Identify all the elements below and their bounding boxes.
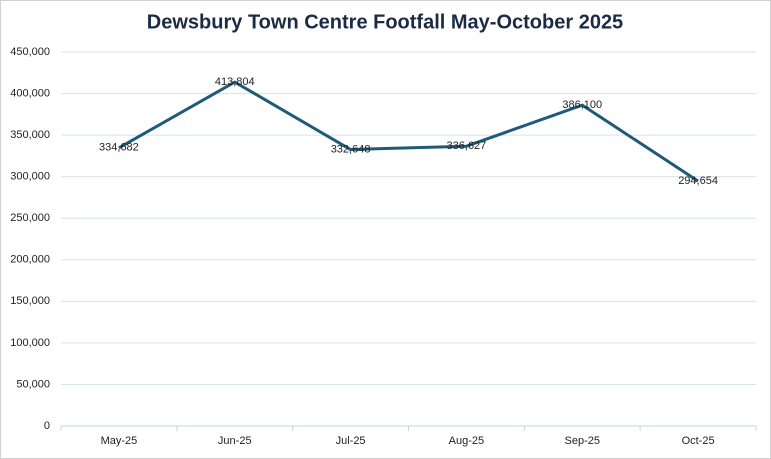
x-tick-label: Aug-25 <box>449 435 484 447</box>
y-tick-label: 300,000 <box>10 171 50 183</box>
data-label: 336,627 <box>447 140 487 152</box>
y-tick-label: 200,000 <box>10 254 50 266</box>
y-tick-label: 150,000 <box>10 295 50 307</box>
data-label: 413,804 <box>215 76 255 88</box>
data-label: 332,648 <box>331 143 371 155</box>
y-tick-label: 450,000 <box>10 46 50 58</box>
y-tick-label: 50,000 <box>16 378 50 390</box>
x-tick-label: Jun-25 <box>218 435 252 447</box>
x-tick-label: Sep-25 <box>565 435 600 447</box>
y-tick-label: 0 <box>44 420 50 432</box>
data-line <box>118 80 699 183</box>
x-tick-label: Oct-25 <box>682 435 715 447</box>
y-tick-label: 400,000 <box>10 87 50 99</box>
chart-title: Dewsbury Town Centre Footfall May-Octobe… <box>147 11 623 33</box>
data-label: 386,100 <box>562 99 602 111</box>
y-tick-label: 350,000 <box>10 129 50 141</box>
x-tick-label: Jul-25 <box>336 435 366 447</box>
y-tick-label: 250,000 <box>10 212 50 224</box>
y-tick-label: 100,000 <box>10 337 50 349</box>
data-label: 294,654 <box>678 175 718 187</box>
data-label: 334,682 <box>99 142 139 154</box>
x-tick-label: May-25 <box>101 435 138 447</box>
